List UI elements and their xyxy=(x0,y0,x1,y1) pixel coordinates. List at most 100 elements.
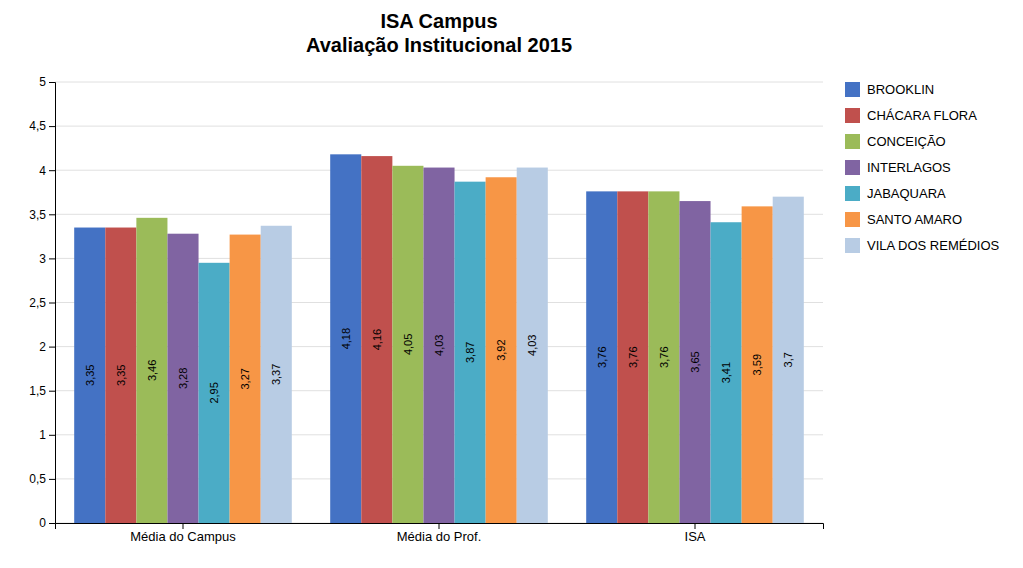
legend-item: SANTO AMARO xyxy=(845,212,962,227)
bar xyxy=(167,234,198,523)
legend-label: BROOKLIN xyxy=(867,82,934,97)
data-label: 3,41 xyxy=(720,362,732,383)
legend-swatch xyxy=(845,238,860,253)
y-tick-mark xyxy=(49,391,55,392)
y-tick-label: 3 xyxy=(39,252,46,266)
y-tick-mark xyxy=(49,126,55,127)
data-label: 4,16 xyxy=(371,329,383,350)
y-tick-mark xyxy=(49,347,55,348)
y-tick-mark xyxy=(49,170,55,171)
bar-series xyxy=(136,166,679,523)
data-label: 3,7 xyxy=(782,352,794,367)
y-tick: 0 xyxy=(39,516,55,530)
bar xyxy=(105,228,136,523)
bar-series xyxy=(105,156,648,523)
x-tick-label: ISA xyxy=(685,529,706,544)
legend-swatch xyxy=(845,108,860,123)
bar xyxy=(423,168,454,523)
bar xyxy=(711,222,742,523)
x-tick-mark xyxy=(439,523,440,529)
y-tick-mark xyxy=(49,258,55,259)
x-axis-line xyxy=(56,524,824,530)
data-label: 3,92 xyxy=(495,339,507,360)
legend-label: JABAQUARA xyxy=(867,186,946,201)
legend-swatch xyxy=(845,212,860,227)
grid xyxy=(55,82,823,523)
y-tick-label: 0 xyxy=(39,516,46,530)
legend-label: SANTO AMARO xyxy=(867,212,962,227)
data-label: 2,95 xyxy=(208,382,220,403)
data-label: 3,35 xyxy=(115,365,127,386)
y-tick-label: 4,5 xyxy=(29,119,46,133)
data-labels: 3,354,183,763,354,163,763,464,053,763,28… xyxy=(84,328,795,404)
y-tick: 1 xyxy=(39,428,55,442)
bar xyxy=(455,182,486,523)
plot: 3,354,183,763,354,163,763,464,053,763,28… xyxy=(29,75,823,544)
y-tick-mark xyxy=(49,435,55,436)
y-tick: 4,5 xyxy=(29,119,55,133)
x-tick-label: Média do Prof. xyxy=(397,529,482,544)
legend-label: INTERLAGOS xyxy=(867,160,951,175)
legend-label: CONCEIÇÃO xyxy=(867,134,946,149)
data-label: 4,18 xyxy=(340,328,352,349)
y-tick: 4 xyxy=(39,164,55,178)
bar xyxy=(136,218,167,523)
legend-label: VILA DOS REMÉDIOS xyxy=(867,238,1000,253)
y-tick-label: 1 xyxy=(39,428,46,442)
y-tick-label: 1,5 xyxy=(29,384,46,398)
x-tick: Média do Campus xyxy=(130,523,236,544)
bar xyxy=(392,166,423,523)
bar xyxy=(330,154,361,523)
bar xyxy=(648,191,679,523)
y-tick-label: 3,5 xyxy=(29,208,46,222)
bar-series xyxy=(74,154,617,523)
chart: ISA CampusAvaliação Institucional 20153,… xyxy=(0,0,1023,568)
y-tick-mark xyxy=(49,82,55,83)
y-tick: 5 xyxy=(39,75,55,89)
y-tick-mark xyxy=(49,214,55,215)
legend-item: VILA DOS REMÉDIOS xyxy=(845,238,1000,253)
y-tick-label: 4 xyxy=(39,164,46,178)
bars xyxy=(74,154,804,523)
y-tick: 3 xyxy=(39,252,55,266)
legend-label: CHÁCARA FLORA xyxy=(867,108,977,123)
bar xyxy=(486,177,517,523)
bar xyxy=(230,235,261,523)
data-label: 4,03 xyxy=(433,335,445,356)
data-label: 4,03 xyxy=(526,335,538,356)
bar-series xyxy=(167,168,710,523)
y-tick: 2 xyxy=(39,340,55,354)
bar-series xyxy=(230,177,773,523)
bar xyxy=(517,168,548,523)
data-label: 4,05 xyxy=(402,334,414,355)
data-label: 3,76 xyxy=(658,346,670,367)
y-tick-label: 0,5 xyxy=(29,472,46,486)
bar-series xyxy=(261,168,804,523)
bar xyxy=(261,226,292,523)
bar-series xyxy=(199,182,742,523)
y-tick: 3,5 xyxy=(29,208,55,222)
bar xyxy=(199,263,230,523)
x-tick: ISA xyxy=(685,523,706,544)
bar xyxy=(773,197,804,523)
legend-item: CHÁCARA FLORA xyxy=(845,108,977,123)
bar xyxy=(586,191,617,523)
y-axis: 00,511,522,533,544,55 xyxy=(29,75,55,530)
data-label: 3,76 xyxy=(596,346,608,367)
y-tick-mark xyxy=(49,303,55,304)
bar xyxy=(742,206,773,523)
data-label: 3,35 xyxy=(84,365,96,386)
data-label: 3,28 xyxy=(177,368,189,389)
bar xyxy=(679,201,710,523)
legend-swatch xyxy=(845,186,860,201)
data-label: 3,37 xyxy=(270,364,282,385)
data-label: 3,65 xyxy=(689,351,701,372)
x-tick: Média do Prof. xyxy=(397,523,482,544)
legend-swatch xyxy=(845,82,860,97)
legend-item: JABAQUARA xyxy=(845,186,946,201)
title-line: Avaliação Institucional 2015 xyxy=(306,34,572,56)
data-label: 3,46 xyxy=(146,360,158,381)
y-tick-label: 2 xyxy=(39,340,46,354)
legend-item: BROOKLIN xyxy=(845,82,934,97)
legend-item: CONCEIÇÃO xyxy=(845,134,946,149)
